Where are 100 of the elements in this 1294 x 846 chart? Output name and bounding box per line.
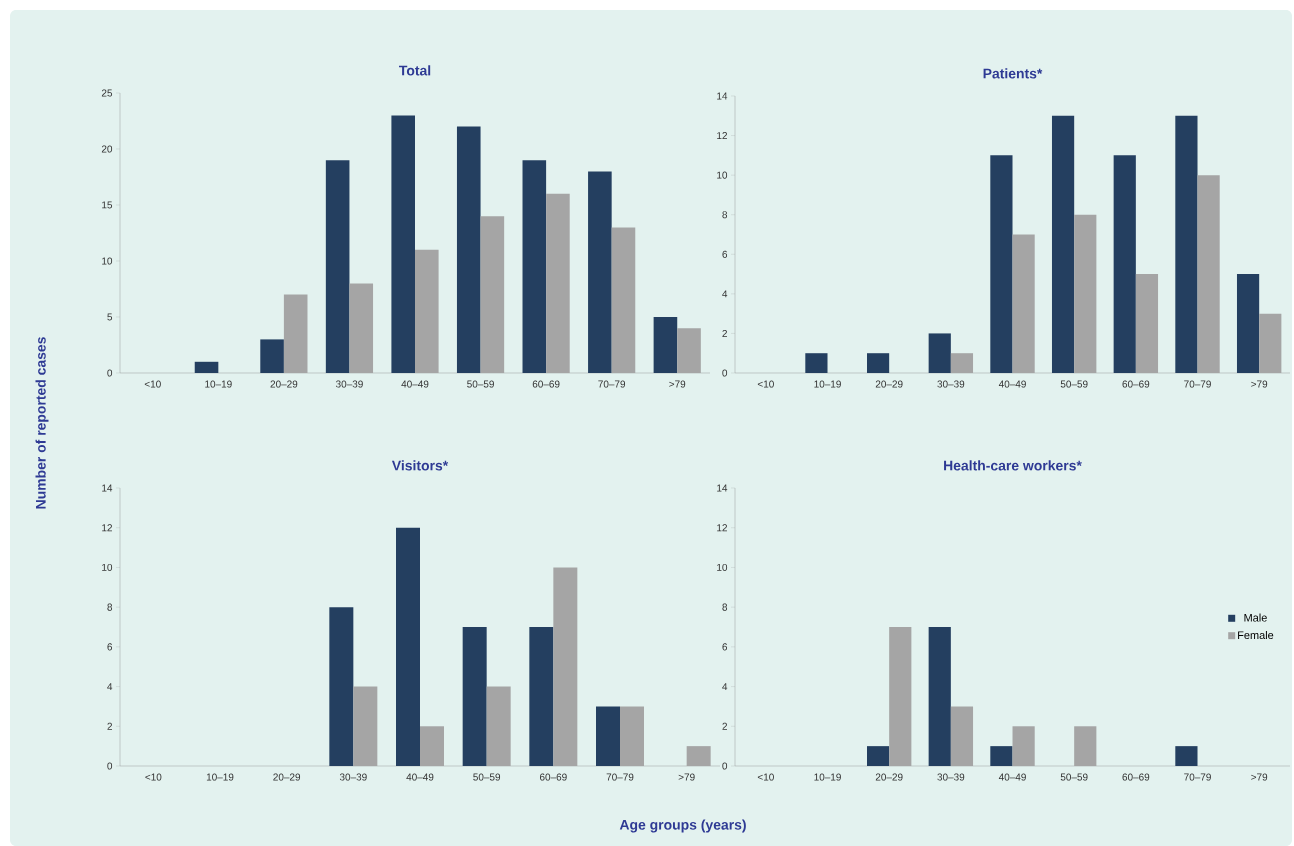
bar bbox=[889, 627, 912, 766]
bar bbox=[1012, 726, 1035, 766]
y-tick-label: 14 bbox=[102, 484, 113, 492]
bar bbox=[325, 160, 350, 373]
x-tick-label: 30–39 bbox=[937, 773, 965, 781]
bar bbox=[990, 746, 1013, 766]
bar bbox=[620, 706, 644, 766]
bar bbox=[677, 328, 701, 373]
bar bbox=[1135, 274, 1159, 373]
y-tick-label: 12 bbox=[717, 132, 727, 140]
x-tick-label: 20–29 bbox=[875, 773, 903, 781]
bar bbox=[420, 726, 444, 766]
y-tick-label: 12 bbox=[102, 524, 112, 532]
bar bbox=[529, 627, 554, 766]
y-tick-label: 20 bbox=[101, 145, 113, 153]
bar bbox=[462, 627, 487, 766]
bar bbox=[1175, 115, 1198, 373]
x-tick-label: 60–69 bbox=[532, 380, 560, 388]
y-axis-title: Number of reported cases bbox=[35, 337, 49, 509]
y-tick-label: 6 bbox=[722, 250, 728, 258]
y-tick-label: 4 bbox=[722, 290, 728, 298]
y-tick-label: 0 bbox=[107, 369, 113, 377]
y-tick-label: 4 bbox=[107, 683, 113, 690]
bar bbox=[950, 706, 974, 766]
x-tick-label: 60–69 bbox=[1122, 380, 1150, 388]
x-tick-label: 40–49 bbox=[998, 380, 1026, 388]
bar bbox=[194, 361, 219, 373]
x-tick-label: >79 bbox=[1251, 380, 1268, 388]
bar bbox=[596, 706, 620, 766]
y-tick-label: 14 bbox=[717, 92, 728, 100]
y-tick-label: 10 bbox=[102, 563, 113, 571]
y-tick-label: 10 bbox=[102, 257, 113, 265]
bar bbox=[546, 193, 570, 373]
y-tick-label: 8 bbox=[107, 603, 113, 611]
x-tick-label: 10–19 bbox=[814, 773, 841, 781]
y-tick-label: 2 bbox=[107, 722, 112, 730]
bar bbox=[866, 746, 890, 766]
bar bbox=[1197, 175, 1220, 373]
y-tick-label: 12 bbox=[717, 524, 727, 532]
x-tick-label: >79 bbox=[1251, 773, 1268, 781]
x-tick-label: 40–49 bbox=[998, 773, 1026, 781]
bar bbox=[686, 746, 711, 766]
x-tick-label: <10 bbox=[757, 380, 774, 388]
bar bbox=[653, 316, 678, 373]
x-tick-label: <10 bbox=[144, 380, 161, 388]
x-tick-label: >79 bbox=[669, 380, 686, 388]
bar bbox=[415, 249, 439, 373]
bar bbox=[553, 567, 578, 766]
chart-title: Visitors* bbox=[391, 460, 449, 471]
x-tick-label: 40–49 bbox=[401, 380, 429, 388]
x-tick-label: <10 bbox=[145, 773, 162, 781]
bar bbox=[805, 353, 828, 373]
y-tick-label: 8 bbox=[722, 211, 728, 219]
x-tick-label: <10 bbox=[757, 773, 774, 781]
bar bbox=[353, 686, 378, 766]
bar bbox=[990, 155, 1013, 373]
y-tick-label: 0 bbox=[722, 369, 728, 377]
y-tick-label: 4 bbox=[722, 683, 728, 690]
y-tick-label: 10 bbox=[717, 563, 728, 571]
x-tick-label: 50–59 bbox=[467, 380, 494, 388]
bar bbox=[1236, 274, 1260, 373]
bar bbox=[1012, 234, 1035, 373]
x-tick-label: 70–79 bbox=[1184, 380, 1211, 388]
bar bbox=[928, 627, 951, 766]
bar bbox=[1074, 726, 1097, 766]
chart-title: Patients* bbox=[983, 68, 1043, 79]
x-tick-label: 30–39 bbox=[339, 773, 367, 781]
x-tick-label: 50–59 bbox=[1060, 773, 1088, 781]
legend-label: Female bbox=[1238, 630, 1274, 640]
x-tick-label: 20–29 bbox=[270, 380, 298, 388]
x-tick-label: 30–39 bbox=[335, 380, 363, 388]
y-tick-label: 2 bbox=[722, 329, 727, 337]
y-tick-label: 6 bbox=[722, 643, 728, 651]
x-tick-label: >79 bbox=[678, 773, 695, 781]
x-axis-title: Age groups (years) bbox=[619, 819, 746, 833]
bar bbox=[928, 333, 951, 373]
x-tick-label: 70–79 bbox=[606, 773, 634, 781]
bar bbox=[1113, 155, 1136, 373]
bar bbox=[391, 115, 415, 373]
bar bbox=[950, 353, 974, 373]
y-tick-label: 0 bbox=[722, 762, 728, 770]
bar bbox=[396, 527, 420, 766]
x-tick-label: 10–19 bbox=[206, 773, 234, 781]
x-tick-label: 40–49 bbox=[406, 773, 434, 781]
x-tick-label: 20–29 bbox=[273, 773, 301, 781]
bar bbox=[1259, 313, 1282, 373]
bar bbox=[456, 126, 481, 373]
x-tick-label: 50–59 bbox=[1060, 380, 1088, 388]
bar bbox=[260, 339, 284, 373]
chart-title: Health-care workers* bbox=[944, 460, 1082, 471]
x-tick-label: 30–39 bbox=[937, 380, 965, 388]
bar bbox=[866, 353, 890, 373]
bar bbox=[480, 216, 505, 373]
bar bbox=[1051, 115, 1075, 373]
x-tick-label: 50–59 bbox=[473, 773, 501, 781]
y-tick-label: 15 bbox=[102, 201, 113, 209]
bar bbox=[283, 294, 308, 373]
y-tick-label: 5 bbox=[107, 313, 113, 321]
bar bbox=[486, 686, 511, 766]
x-tick-label: 10–19 bbox=[814, 380, 841, 388]
